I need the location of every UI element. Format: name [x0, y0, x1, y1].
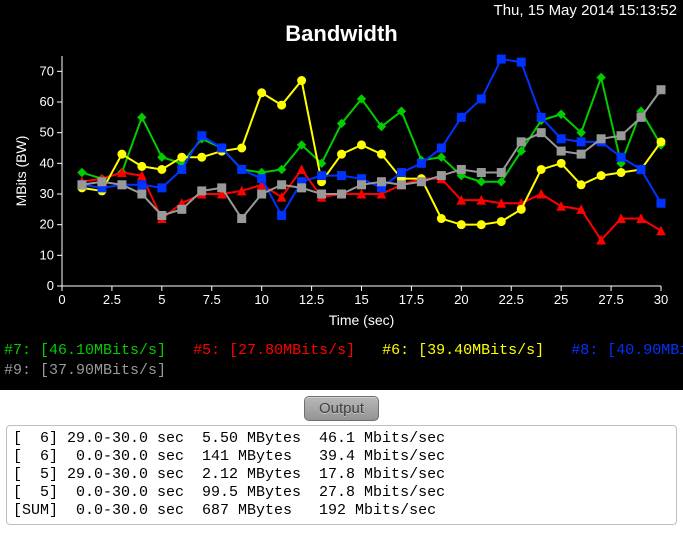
svg-text:50: 50 [40, 125, 54, 140]
output-button[interactable]: Output [304, 396, 379, 421]
legend-label: #5: [193, 342, 229, 359]
svg-text:0: 0 [47, 278, 54, 293]
legend-label: #7: [4, 342, 40, 359]
svg-text:30: 30 [654, 292, 668, 307]
svg-text:Time (sec): Time (sec) [329, 312, 395, 328]
svg-text:MBits (BW): MBits (BW) [13, 136, 29, 207]
svg-text:10: 10 [40, 247, 54, 262]
svg-text:25: 25 [554, 292, 568, 307]
chart-title: Bandwidth [0, 19, 683, 51]
legend-label: #6: [382, 342, 418, 359]
svg-text:5: 5 [158, 292, 165, 307]
svg-text:7.5: 7.5 [203, 292, 221, 307]
svg-text:27.5: 27.5 [598, 292, 623, 307]
top-panel: Thu, 15 May 2014 15:13:52 Bandwidth 0 10 2… [0, 0, 683, 390]
svg-text:70: 70 [40, 63, 54, 78]
svg-text:17.5: 17.5 [399, 292, 424, 307]
bandwidth-chart: 0 10 20 30 40 50 60 70 0 2.5 5 7.5 10 12.5 15 17.5 20 22.… [0, 51, 683, 335]
legend-value: [40.90MBits/s] [607, 342, 683, 359]
svg-text:60: 60 [40, 94, 54, 109]
svg-text:12.5: 12.5 [299, 292, 324, 307]
svg-text:22.5: 22.5 [499, 292, 524, 307]
output-bar: Output [0, 390, 683, 421]
timestamp: Thu, 15 May 2014 15:13:52 [0, 0, 683, 19]
output-panel: [ 6] 29.0-30.0 sec 5.50 MBytes 46.1 Mbit… [6, 425, 677, 525]
legend-value: [46.10MBits/s] [40, 342, 166, 359]
legend-value: [27.80MBits/s] [229, 342, 355, 359]
svg-text:10: 10 [254, 292, 268, 307]
svg-text:20: 20 [454, 292, 468, 307]
svg-text:0: 0 [58, 292, 65, 307]
svg-text:15: 15 [354, 292, 368, 307]
legend-label: #9: [4, 362, 40, 379]
svg-text:30: 30 [40, 186, 54, 201]
legend-label: #8: [571, 342, 607, 359]
svg-text:20: 20 [40, 217, 54, 232]
legend-value: [39.40MBits/s] [418, 342, 544, 359]
svg-text:40: 40 [40, 155, 54, 170]
legend-value: [37.90MBits/s] [40, 362, 166, 379]
legend: #7: [46.10MBits/s] #5: [27.80MBits/s] #6… [0, 335, 683, 390]
svg-text:2.5: 2.5 [103, 292, 121, 307]
